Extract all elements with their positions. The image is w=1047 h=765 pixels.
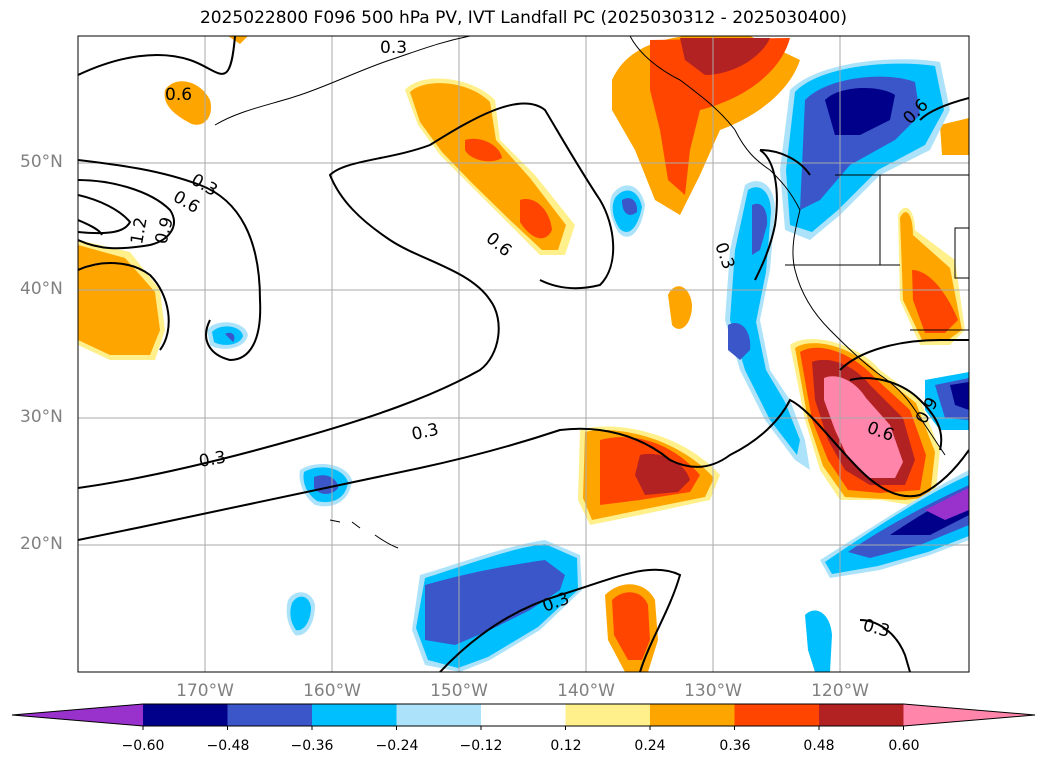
colorbar-tick: −0.36 — [290, 738, 334, 754]
colorbar-extend-min — [12, 704, 143, 726]
colorbar-tick: 0.60 — [888, 738, 920, 754]
map-frame — [77, 35, 970, 673]
lat-label-50n: 50°N — [20, 152, 63, 172]
lon-label-120w: 120°W — [811, 681, 869, 701]
lon-label-150w: 150°W — [430, 681, 488, 701]
contour-label: 0.6 — [165, 85, 192, 105]
ivt-contours — [78, 36, 969, 672]
pv-negative-fields — [207, 59, 969, 672]
colorbar-segment — [650, 704, 735, 726]
coastlines — [214, 36, 969, 549]
gridlines — [78, 36, 969, 672]
colorbar-segment — [227, 704, 313, 726]
colorbar — [11, 703, 1036, 730]
colorbar-segment — [396, 704, 482, 726]
colorbar-tick: −0.12 — [459, 738, 503, 754]
contour-label: 0.9 — [152, 215, 178, 246]
lon-label-160w: 160°W — [303, 681, 361, 701]
colorbar-segment — [565, 704, 651, 726]
colorbar-tick: −0.60 — [121, 738, 165, 754]
lon-label-140w: 140°W — [557, 681, 615, 701]
colorbar-tick: −0.24 — [375, 738, 419, 754]
lon-label-130w: 130°W — [684, 681, 742, 701]
colorbar-tick: 0.36 — [719, 738, 751, 754]
colorbar-segment — [734, 704, 820, 726]
lat-label-40n: 40°N — [20, 279, 63, 299]
colorbar-tick: 0.24 — [634, 738, 666, 754]
colorbar-segment — [143, 704, 228, 726]
contour-label: 0.3 — [410, 420, 441, 445]
lat-label-20n: 20°N — [20, 534, 63, 554]
colorbar-segment — [481, 704, 566, 726]
colorbar-segment — [312, 704, 397, 726]
colorbar-tick: −0.48 — [206, 738, 250, 754]
map-title: 2025022800 F096 500 hPa PV, IVT Landfall… — [199, 8, 847, 28]
contour-label: 0.3 — [380, 38, 407, 58]
colorbar-extend-max — [903, 704, 1035, 726]
contour-label: 0.3 — [861, 616, 892, 642]
contour-label: 0.6 — [482, 229, 516, 262]
colorbar-segment — [819, 704, 904, 726]
colorbar-tick: 0.12 — [550, 738, 582, 754]
colorbar-tick: 0.48 — [803, 738, 835, 754]
lat-label-30n: 30°N — [20, 407, 63, 427]
lon-label-170w: 170°W — [176, 681, 234, 701]
contour-label: 1.2 — [127, 216, 151, 246]
contour-label: 0.3 — [197, 448, 227, 472]
